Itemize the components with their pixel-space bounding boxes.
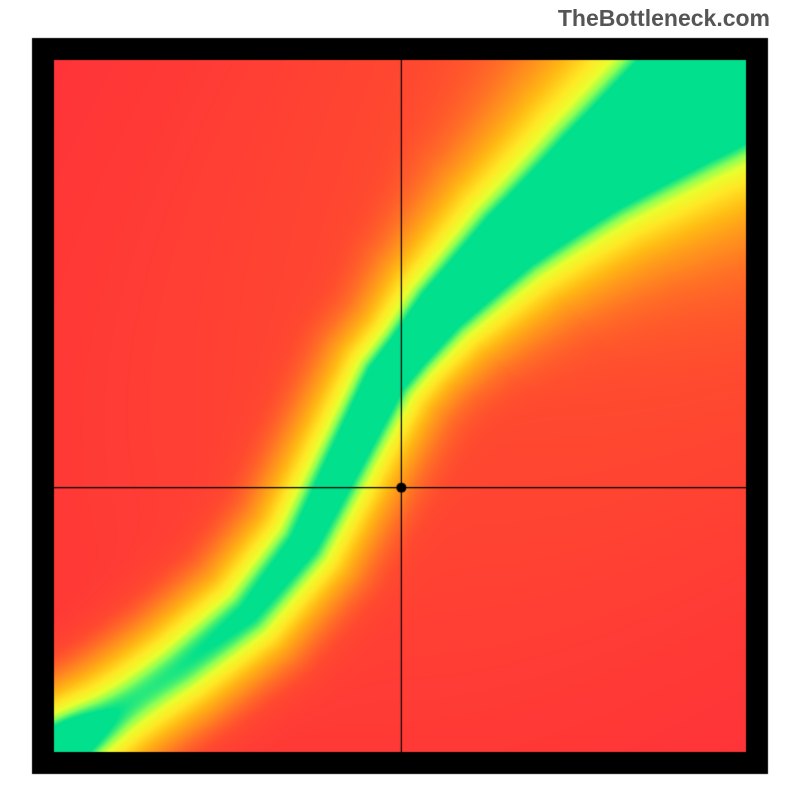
watermark-text: TheBottleneck.com [558, 5, 770, 32]
heatmap-canvas [0, 0, 800, 800]
chart-stage: TheBottleneck.com [0, 0, 800, 800]
